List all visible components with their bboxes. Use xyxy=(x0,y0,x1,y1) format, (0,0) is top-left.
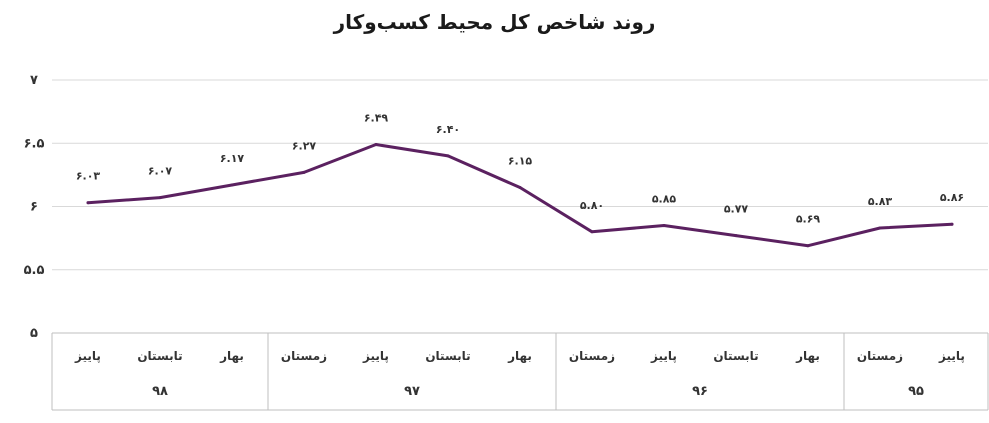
x-tick-label: بهار xyxy=(507,349,532,363)
data-label: ۶.۲۷ xyxy=(292,139,317,152)
data-point xyxy=(518,186,522,190)
x-tick-label: تابستان xyxy=(425,349,470,363)
year-group-label: ۹۸ xyxy=(152,384,168,399)
data-point xyxy=(590,230,594,234)
data-label: ۵.۶۹ xyxy=(796,213,821,226)
data-point xyxy=(734,234,738,238)
x-tick-label: زمستان xyxy=(857,349,903,363)
year-group-label: ۹۵ xyxy=(908,384,924,399)
data-label: ۶.۰۷ xyxy=(148,165,173,178)
data-label: ۶.۴۹ xyxy=(364,112,389,125)
data-point xyxy=(806,244,810,248)
x-tick-label: پاییز xyxy=(74,349,101,363)
data-point xyxy=(446,154,450,158)
data-point xyxy=(374,143,378,147)
x-tick-label: زمستان xyxy=(569,349,615,363)
year-group-label: ۹۶ xyxy=(692,384,708,399)
y-tick-label: ۷ xyxy=(30,73,38,88)
data-label: ۵.۸۶ xyxy=(940,191,964,204)
x-tick-label: پاییز xyxy=(938,349,965,363)
y-tick-label: ۵ xyxy=(30,326,38,341)
x-tick-label: تابستان xyxy=(713,349,758,363)
x-tick-label: پاییز xyxy=(362,349,389,363)
x-tick-label: بهار xyxy=(219,349,244,363)
y-tick-label: ۵.۵ xyxy=(24,263,45,278)
data-label: ۵.۸۳ xyxy=(868,195,893,208)
data-label: ۶.۴۰ xyxy=(436,123,460,136)
data-point xyxy=(230,183,234,187)
x-tick-label: پاییز xyxy=(650,349,677,363)
data-point xyxy=(878,226,882,230)
chart-title: روند شاخص کل محیط کسب‌وکار xyxy=(333,10,656,34)
data-point xyxy=(302,170,306,174)
year-group-label: ۹۷ xyxy=(404,384,420,399)
y-tick-label: ۶ xyxy=(30,200,38,215)
data-point xyxy=(86,201,90,205)
data-point xyxy=(158,196,162,200)
data-label: ۶.۱۵ xyxy=(508,155,533,168)
data-label: ۶.۰۳ xyxy=(76,170,101,183)
data-label: ۵.۸۰ xyxy=(580,199,604,212)
x-tick-label: تابستان xyxy=(137,349,182,363)
data-point xyxy=(950,222,954,226)
x-tick-label: زمستان xyxy=(281,349,327,363)
data-label: ۵.۸۵ xyxy=(652,192,677,205)
data-label: ۵.۷۷ xyxy=(724,203,749,216)
x-tick-label: بهار xyxy=(795,349,820,363)
data-point xyxy=(662,223,666,227)
data-label: ۶.۱۷ xyxy=(220,152,245,165)
y-tick-label: ۶.۵ xyxy=(24,136,45,151)
